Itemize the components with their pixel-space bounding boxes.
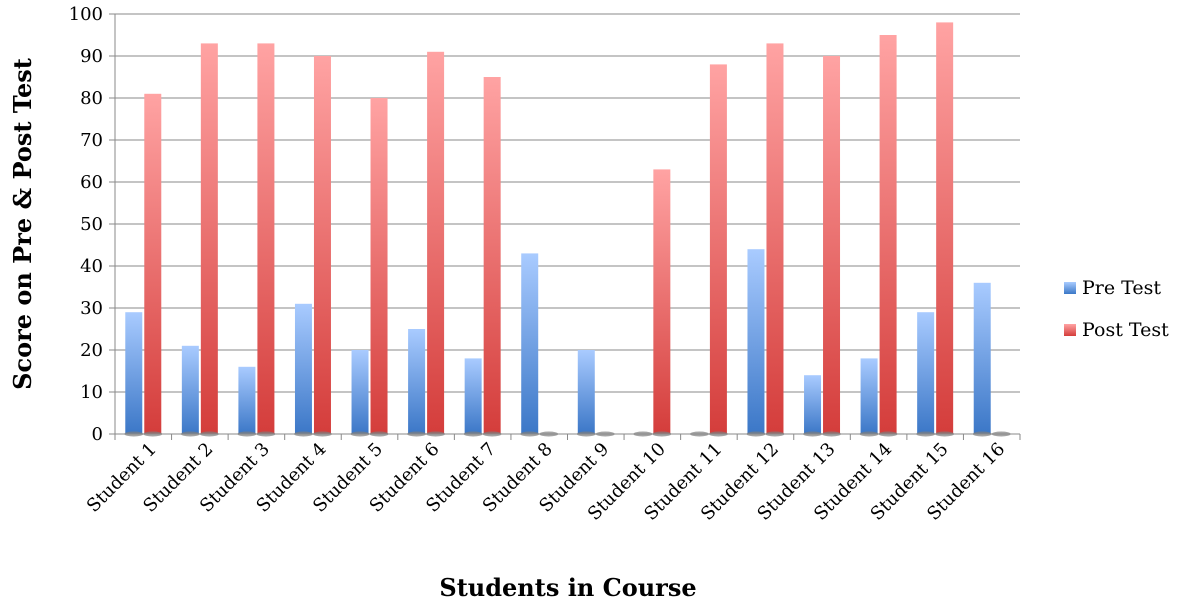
pre-test-bar: [747, 249, 765, 434]
post-test-bar: [144, 93, 162, 435]
pre-test-bar: [408, 329, 426, 434]
y-tick-label: 0: [92, 424, 103, 445]
pre-test-bar: [973, 282, 991, 434]
y-tick-label: 100: [69, 4, 103, 25]
y-tick-labels: 0 10 20 30 40 50 60 70 80 90 100: [69, 4, 103, 445]
y-tick-label: 50: [80, 214, 103, 235]
y-tick-label: 80: [80, 88, 103, 109]
y-tick-label: 40: [80, 256, 103, 277]
post-test-bar: [427, 51, 445, 435]
pre-test-bar: [238, 366, 256, 434]
axes: [109, 13, 1021, 440]
y-tick-label: 10: [80, 382, 103, 403]
pre-test-bar: [917, 312, 935, 434]
y-tick-label: 70: [80, 130, 103, 151]
x-axis-title: Students in Course: [439, 573, 696, 602]
pre-test-bar: [181, 345, 199, 434]
y-tick-label: 30: [80, 298, 103, 319]
y-tick-label: 90: [80, 46, 103, 67]
y-tick-label: 60: [80, 172, 103, 193]
pre-test-bar: [577, 350, 595, 434]
bars: [124, 22, 1011, 437]
post-test-bar: [936, 22, 954, 435]
legend-label-pre-test: Pre Test: [1082, 277, 1161, 299]
pre-test-bar: [804, 375, 822, 434]
pre-test-bar: [125, 312, 143, 434]
post-test-bar: [370, 98, 388, 434]
post-test-bar: [653, 169, 671, 434]
post-test-bar: [257, 43, 275, 435]
post-test-bar: [823, 56, 841, 434]
y-tick-label: 20: [80, 340, 103, 361]
post-test-bar: [313, 56, 331, 434]
legend-swatch-post-test: [1064, 324, 1076, 336]
post-test-bar: [483, 77, 501, 434]
legend-label-post-test: Post Test: [1082, 319, 1169, 341]
pre-test-bar: [860, 358, 878, 434]
pre-test-bar: [521, 253, 539, 434]
legend: Pre Test Post Test: [1064, 277, 1169, 341]
pre-test-bar: [464, 358, 482, 434]
pre-test-bar: [294, 303, 312, 434]
pre-test-bar: [351, 350, 369, 434]
y-axis-title: Score on Pre & Post Test: [8, 58, 37, 390]
post-test-bar: [766, 43, 784, 435]
legend-swatch-pre-test: [1064, 282, 1076, 294]
post-test-bar: [200, 43, 218, 435]
post-test-bar: [709, 64, 727, 435]
post-test-bar: [879, 35, 897, 434]
